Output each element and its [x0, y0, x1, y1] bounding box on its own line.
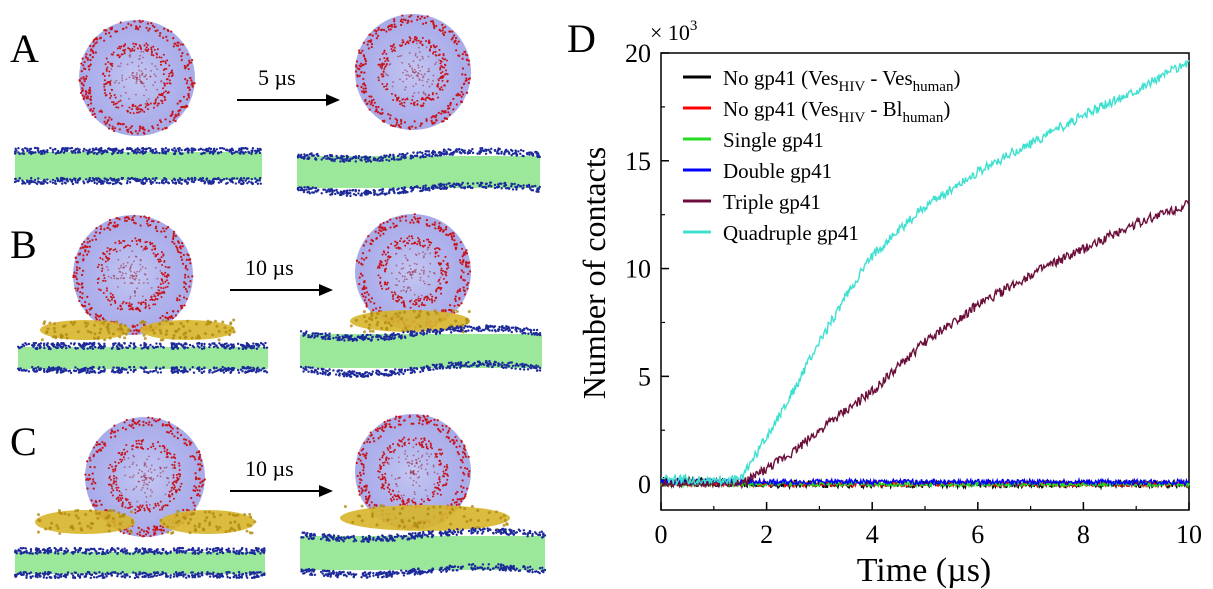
membrane-bilayer — [300, 527, 547, 579]
y-tick-label: 0 — [638, 470, 651, 499]
panel-b: B 10 µs — [10, 213, 542, 378]
series-line — [660, 59, 1190, 487]
x-tick-label: 10 — [1176, 520, 1202, 549]
panel-a-label: A — [10, 26, 39, 71]
panel-a-before-snapshot — [13, 19, 262, 186]
legend-entry: Quadruple gp41 — [723, 221, 859, 245]
gp41-protein — [40, 319, 131, 342]
gp41-protein — [340, 504, 510, 532]
legend-entry: No gp41 (VesHIV - Blhuman) — [723, 97, 950, 126]
panel-c-before-snapshot — [13, 416, 266, 580]
legend: No gp41 (VesHIV - Veshuman)No gp41 (VesH… — [683, 66, 960, 245]
x-tick-label: 4 — [866, 520, 879, 549]
x-tick-label: 8 — [1077, 520, 1090, 549]
membrane-bilayer — [16, 341, 269, 375]
legend-entry: Single gp41 — [723, 128, 824, 152]
x-axis-label: Time (µs) — [857, 552, 992, 589]
vesicle-inner-leaflet — [107, 439, 183, 514]
x-tick-label: 2 — [760, 520, 773, 549]
panel-c-label: C — [10, 419, 37, 464]
gp41-protein — [159, 509, 257, 535]
panel-c-arrow — [230, 485, 333, 497]
gp41-protein — [35, 508, 135, 536]
x-tick-label: 6 — [971, 520, 984, 549]
chart-multiplier: × 103 — [650, 18, 697, 45]
panel-b-arrow — [230, 284, 333, 296]
vesicle-inner-leaflet — [377, 436, 449, 509]
vesicle-outer-leaflet — [354, 14, 472, 131]
membrane-bilayer — [13, 146, 262, 186]
y-tick-label: 5 — [638, 362, 651, 391]
chart-area: 0 2 4 6 8 10 0 5 10 15 20 — [625, 39, 1202, 549]
vesicle-inner-leaflet — [101, 42, 174, 115]
panel-d-label: D — [567, 16, 596, 61]
multiplier-exponent: 3 — [690, 18, 698, 34]
vesicle-inner-leaflet — [376, 235, 450, 309]
y-axis-label: Number of contacts — [576, 147, 612, 399]
panel-b-after-snapshot — [299, 213, 542, 378]
membrane-bilayer — [13, 546, 266, 580]
vesicle-inner-leaflet — [96, 237, 171, 313]
legend-entry: No gp41 (VesHIV - Veshuman) — [723, 66, 960, 95]
membrane-bilayer — [296, 147, 541, 198]
y-tick-label: 20 — [625, 39, 651, 68]
vesicle-inner-leaflet — [377, 36, 449, 108]
gp41-protein — [349, 309, 471, 334]
panel-c-after-snapshot — [300, 414, 547, 579]
vesicle-outer-leaflet — [78, 19, 196, 135]
panel-c-time-step: 10 µs — [245, 456, 294, 481]
panel-b-before-snapshot — [16, 214, 269, 375]
panel-d: D × 103 Number of contacts Time (µs) 0 2 4… — [567, 16, 1202, 589]
panel-a-arrow — [237, 94, 340, 106]
multiplier-text: × 10 — [650, 20, 690, 45]
legend-entry: Triple gp41 — [723, 190, 821, 214]
series-line — [660, 476, 1190, 488]
panel-a-after-snapshot — [296, 14, 541, 198]
gp41-protein — [139, 318, 236, 342]
membrane-bilayer — [299, 324, 542, 378]
panel-b-time-step: 10 µs — [245, 255, 294, 280]
legend-entry: Double gp41 — [723, 159, 832, 183]
x-tick-label: 0 — [655, 520, 668, 549]
panel-c: C 10 µs — [10, 414, 547, 580]
panel-b-label: B — [10, 222, 37, 267]
series-line — [660, 200, 1190, 490]
y-tick-label: 10 — [625, 255, 651, 284]
panel-a-time-step: 5 µs — [258, 65, 296, 90]
panel-a: A 5 µs — [10, 14, 541, 198]
y-tick-label: 15 — [625, 147, 651, 176]
